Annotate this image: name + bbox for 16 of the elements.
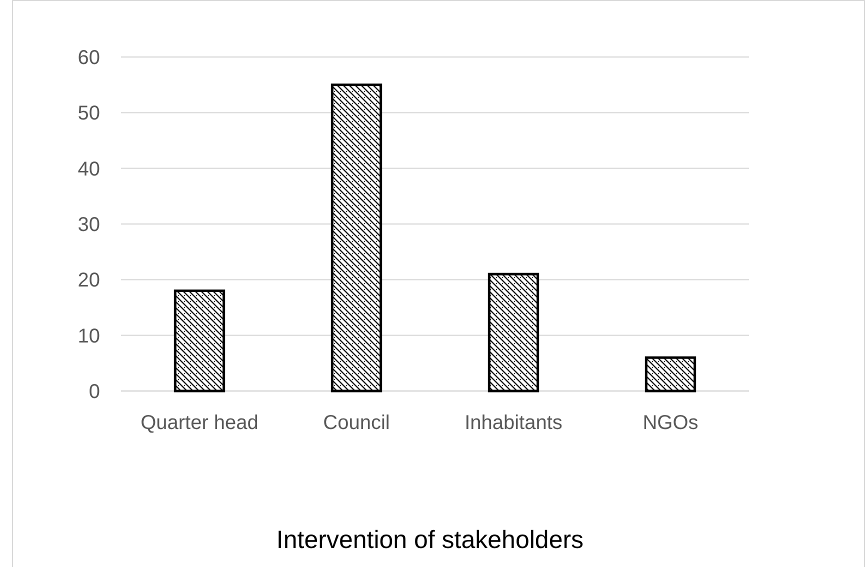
y-tick-label: 50: [78, 102, 100, 125]
y-tick-label: 0: [88, 381, 100, 403]
x-tick-label: Inhabitants: [464, 412, 562, 434]
bar: [330, 84, 382, 392]
y-tick-label: 30: [78, 214, 100, 236]
bar: [644, 356, 696, 392]
x-tick-label: Council: [323, 412, 390, 434]
bar: [488, 272, 540, 392]
x-tick-label: Quarter head: [140, 412, 258, 434]
x-tick-label: NGOs: [642, 412, 698, 434]
y-tick-label: 60: [78, 47, 100, 69]
text: Intervention of stakeholders: [276, 526, 584, 554]
y-tick-label: 20: [78, 270, 100, 292]
y-tick-label: 40: [78, 158, 100, 180]
y-tick-label: 10: [78, 325, 100, 348]
bar: [174, 290, 226, 392]
